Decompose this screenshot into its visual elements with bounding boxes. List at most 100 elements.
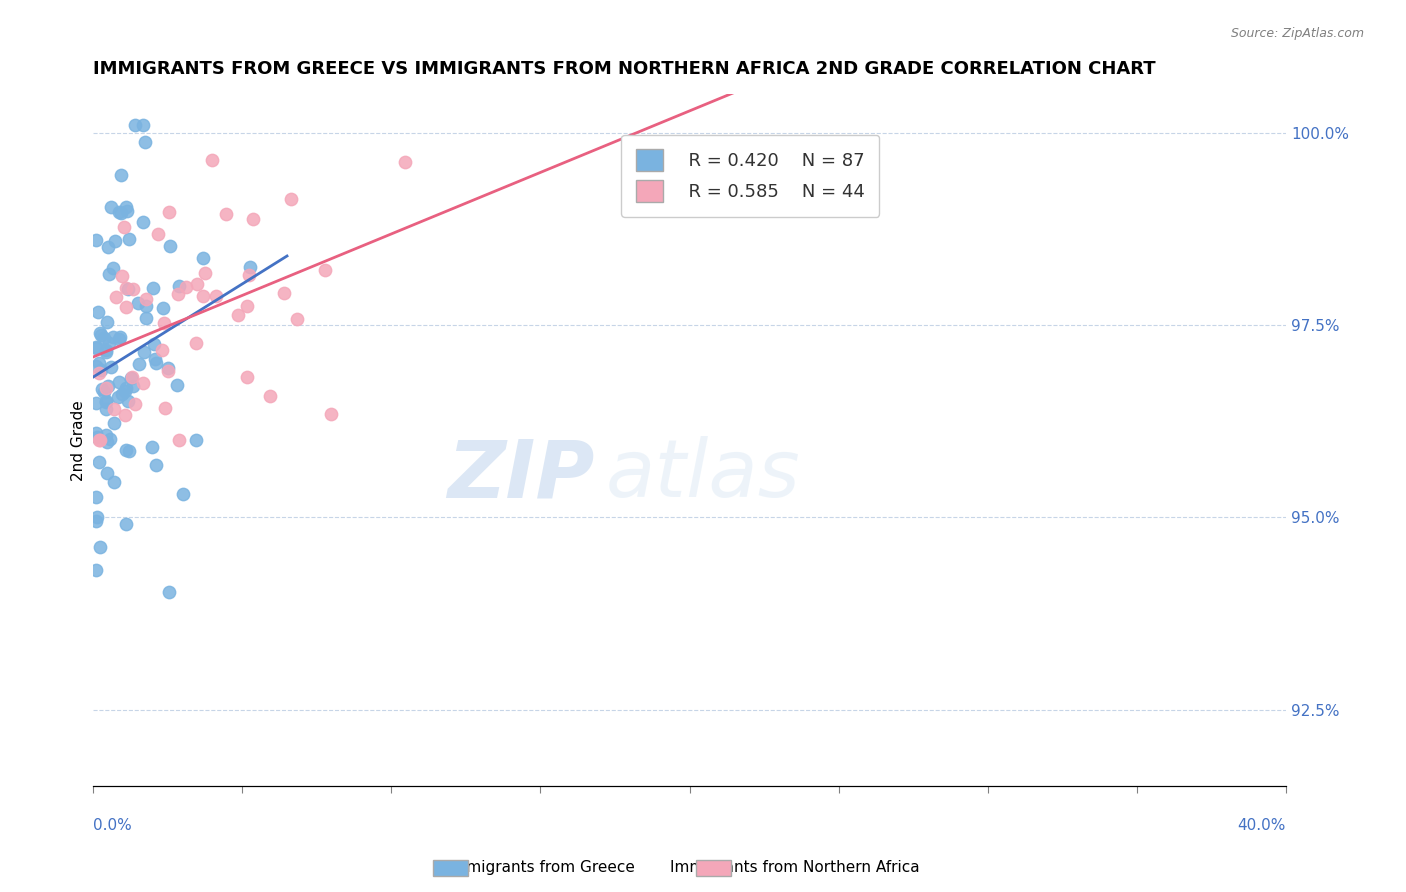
Point: [94, 344, 117, 359]
Point: [127, 296, 149, 310]
Point: [96, 394, 118, 409]
Point: [110, 206, 132, 220]
Point: [157, 360, 180, 375]
Point: [191, 289, 214, 303]
Legend:   R = 0.420    N = 87,   R = 0.585    N = 44: R = 0.420 N = 87, R = 0.585 N = 44: [621, 135, 879, 217]
Point: [135, 300, 157, 314]
Point: [97, 379, 120, 393]
Point: [172, 487, 194, 501]
Point: [87, 455, 110, 469]
Point: [100, 360, 122, 375]
Point: [89, 434, 111, 448]
Point: [94, 343, 117, 358]
Point: [89, 434, 111, 448]
Point: [124, 397, 146, 411]
Point: [280, 193, 302, 207]
Point: [134, 135, 156, 149]
Point: [98, 268, 121, 282]
Point: [142, 281, 165, 295]
Point: [90, 327, 112, 342]
Point: [86, 430, 108, 444]
Point: [152, 301, 174, 315]
Point: [145, 356, 167, 370]
Point: [114, 516, 136, 531]
Point: [128, 357, 150, 371]
Point: [186, 277, 208, 291]
Point: [153, 401, 176, 416]
Point: [94, 394, 117, 409]
Point: [110, 387, 132, 401]
Point: [96, 435, 118, 450]
Point: [97, 336, 120, 351]
Point: [214, 207, 236, 221]
Point: [103, 475, 125, 489]
Point: [146, 227, 169, 241]
Point: [186, 434, 208, 448]
Point: [84, 563, 107, 577]
Point: [110, 168, 132, 182]
Point: [100, 200, 122, 214]
Point: [314, 263, 336, 277]
Text: Source: ZipAtlas.com: Source: ZipAtlas.com: [1230, 27, 1364, 40]
Point: [117, 393, 139, 408]
Point: [184, 336, 207, 351]
Point: [118, 444, 141, 458]
Text: Immigrants from Greece: Immigrants from Greece: [447, 860, 636, 874]
Point: [121, 369, 143, 384]
Point: [115, 200, 138, 214]
Point: [107, 390, 129, 404]
Text: ZIP: ZIP: [447, 436, 595, 514]
Point: [98, 432, 121, 446]
Point: [96, 315, 118, 329]
Point: [114, 408, 136, 422]
Y-axis label: 2nd Grade: 2nd Grade: [72, 401, 86, 481]
Point: [103, 402, 125, 417]
Point: [89, 366, 111, 380]
Point: [101, 330, 124, 344]
Point: [89, 541, 111, 555]
Point: [108, 376, 131, 390]
Point: [201, 153, 224, 168]
Point: [321, 407, 343, 421]
Point: [145, 458, 167, 473]
Point: [120, 370, 142, 384]
Point: [108, 205, 131, 219]
Text: IMMIGRANTS FROM GREECE VS IMMIGRANTS FROM NORTHERN AFRICA 2ND GRADE CORRELATION : IMMIGRANTS FROM GREECE VS IMMIGRANTS FRO…: [93, 60, 1156, 78]
Point: [104, 234, 127, 248]
Point: [115, 204, 138, 219]
Point: [394, 155, 416, 169]
Point: [104, 291, 127, 305]
Point: [132, 215, 155, 229]
Text: Immigrants from Northern Africa: Immigrants from Northern Africa: [669, 860, 920, 874]
Point: [124, 118, 146, 132]
Point: [86, 426, 108, 441]
Point: [174, 279, 197, 293]
Point: [108, 330, 131, 344]
Point: [153, 317, 176, 331]
Point: [87, 355, 110, 369]
Text: atlas: atlas: [606, 436, 801, 514]
Point: [84, 514, 107, 528]
Point: [157, 585, 180, 599]
Point: [143, 336, 166, 351]
Point: [114, 384, 136, 398]
Point: [84, 233, 107, 247]
Point: [166, 377, 188, 392]
Point: [84, 395, 107, 409]
Point: [167, 286, 190, 301]
Point: [273, 285, 295, 300]
Point: [90, 362, 112, 376]
Point: [135, 292, 157, 306]
Point: [194, 266, 217, 280]
Point: [114, 443, 136, 458]
Point: [93, 331, 115, 345]
Point: [135, 311, 157, 326]
Point: [103, 416, 125, 430]
Point: [132, 376, 155, 391]
Point: [84, 359, 107, 374]
Point: [94, 381, 117, 395]
Point: [159, 239, 181, 253]
Point: [141, 440, 163, 454]
Point: [238, 268, 260, 282]
Point: [118, 232, 141, 246]
